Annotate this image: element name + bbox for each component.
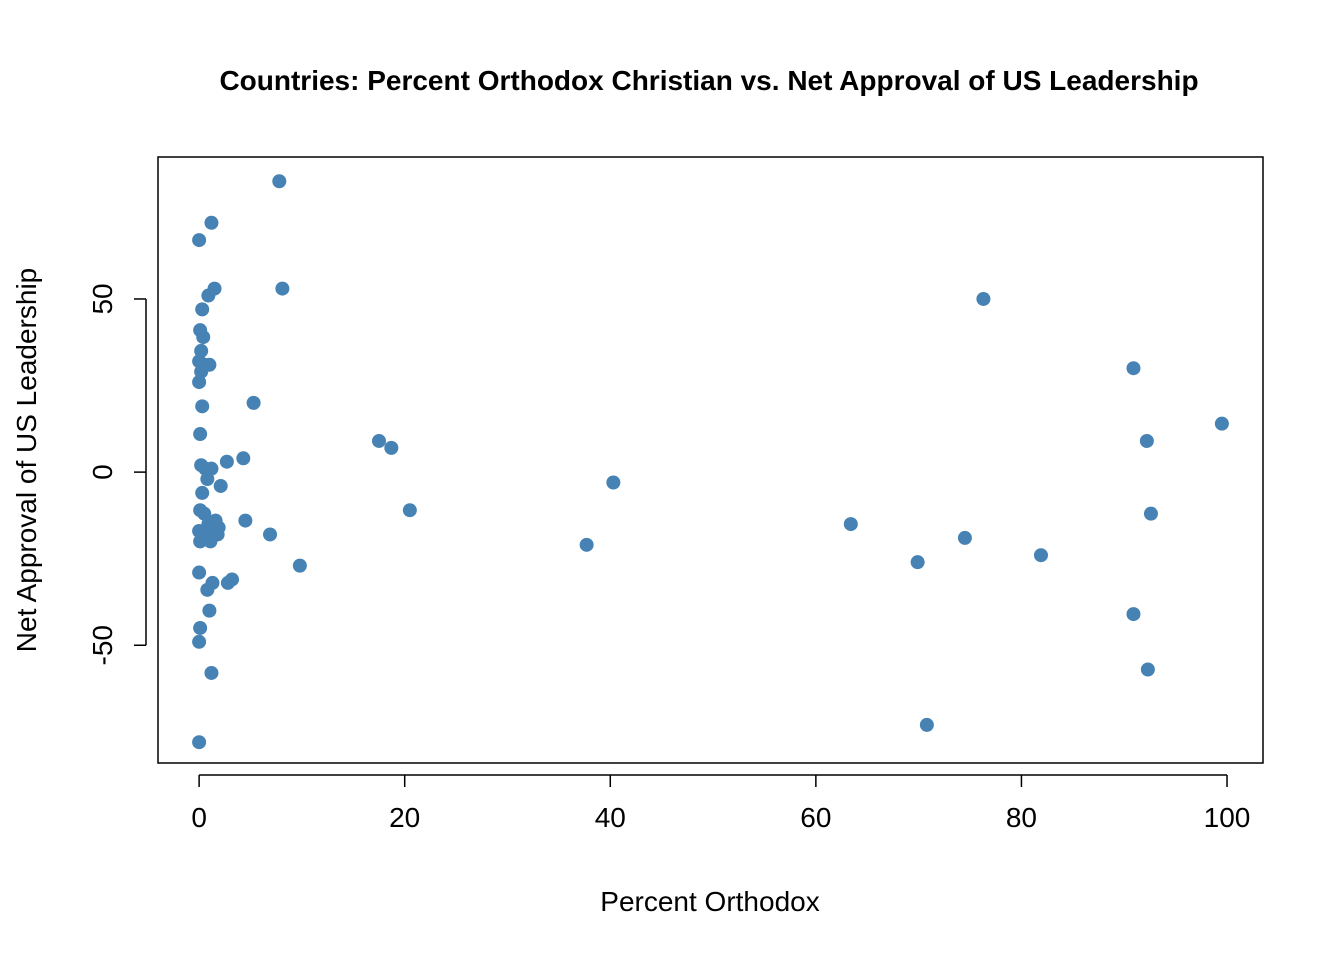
data-point bbox=[200, 472, 214, 486]
data-point bbox=[580, 538, 594, 552]
data-point bbox=[1034, 548, 1048, 562]
data-point bbox=[220, 455, 234, 469]
y-tick-label: 50 bbox=[87, 283, 118, 314]
data-point bbox=[911, 555, 925, 569]
data-point bbox=[1126, 361, 1140, 375]
data-point bbox=[214, 479, 228, 493]
data-point bbox=[193, 621, 207, 635]
data-point bbox=[976, 292, 990, 306]
data-point bbox=[193, 427, 207, 441]
x-axis: 0 20 40 60 80 100 bbox=[191, 775, 1250, 833]
data-point bbox=[920, 718, 934, 732]
y-axis-label: Net Approval of US Leadership bbox=[11, 268, 42, 652]
data-point bbox=[236, 451, 250, 465]
data-point bbox=[844, 517, 858, 531]
data-point bbox=[192, 635, 206, 649]
x-tick-label: 20 bbox=[389, 802, 420, 833]
data-points bbox=[192, 174, 1229, 749]
x-tick-label: 80 bbox=[1006, 802, 1037, 833]
x-axis-label: Percent Orthodox bbox=[600, 886, 819, 917]
data-point bbox=[372, 434, 386, 448]
data-point bbox=[201, 289, 215, 303]
chart-title: Countries: Percent Orthodox Christian vs… bbox=[219, 65, 1198, 96]
y-tick-label: 0 bbox=[87, 464, 118, 480]
data-point bbox=[1215, 417, 1229, 431]
data-point bbox=[202, 604, 216, 618]
data-point bbox=[195, 399, 209, 413]
plot-area-border bbox=[158, 157, 1263, 763]
x-tick-label: 0 bbox=[191, 802, 207, 833]
data-point bbox=[293, 559, 307, 573]
data-point bbox=[1144, 507, 1158, 521]
data-point bbox=[200, 583, 214, 597]
data-point bbox=[204, 216, 218, 230]
data-point bbox=[192, 375, 206, 389]
data-point bbox=[1141, 663, 1155, 677]
data-point bbox=[203, 534, 217, 548]
data-point bbox=[195, 302, 209, 316]
data-point bbox=[238, 514, 252, 528]
data-point bbox=[196, 330, 210, 344]
data-point bbox=[247, 396, 261, 410]
data-point bbox=[195, 486, 209, 500]
data-point bbox=[192, 566, 206, 580]
data-point bbox=[221, 576, 235, 590]
data-point bbox=[384, 441, 398, 455]
data-point bbox=[403, 503, 417, 517]
x-tick-label: 60 bbox=[800, 802, 831, 833]
data-point bbox=[204, 666, 218, 680]
x-tick-label: 100 bbox=[1204, 802, 1251, 833]
data-point bbox=[1140, 434, 1154, 448]
data-point bbox=[1126, 607, 1140, 621]
data-point bbox=[958, 531, 972, 545]
data-point bbox=[263, 527, 277, 541]
data-point bbox=[192, 735, 206, 749]
data-point bbox=[192, 233, 206, 247]
x-tick-label: 40 bbox=[595, 802, 626, 833]
y-axis: -50 0 50 bbox=[87, 283, 146, 665]
y-tick-label: -50 bbox=[87, 625, 118, 665]
data-point bbox=[606, 476, 620, 490]
data-point bbox=[272, 174, 286, 188]
data-point bbox=[275, 282, 289, 296]
